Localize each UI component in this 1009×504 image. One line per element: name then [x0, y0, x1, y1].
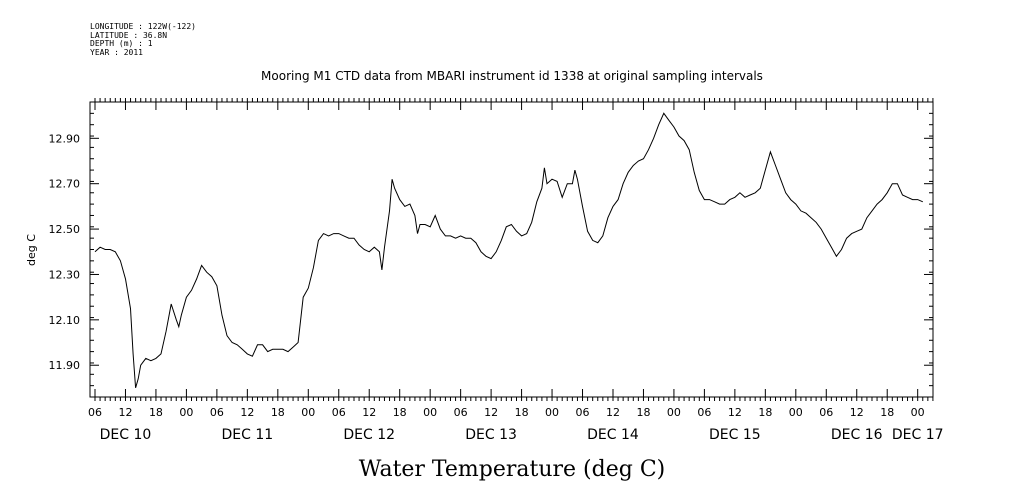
y-tick-label: 12.90: [49, 132, 81, 145]
x-tick-label: 12: [606, 406, 620, 419]
x-axis-day-labels: DEC 10 DEC 11 DEC 12 DEC 13 DEC 14 DEC 15 DEC …: [100, 427, 944, 443]
x-tick-label: 18: [515, 406, 529, 419]
x-axis-title: Water Temperature (deg C): [359, 457, 666, 482]
x-tick-label: 18: [149, 406, 163, 419]
x-tick-label: 06: [819, 406, 833, 419]
metadata-block: LONGITUDE : 122W(-122) LATITUDE : 36.8N …: [90, 22, 196, 57]
x-tick-label: 12: [484, 406, 498, 419]
y-tick-label: 12.70: [49, 178, 81, 191]
x-tick-label: 06: [88, 406, 102, 419]
x-day-label: DEC 11: [222, 427, 274, 443]
x-tick-label: 18: [758, 406, 772, 419]
y-axis-label: deg C: [25, 234, 38, 266]
y-axis-ticks: 11.90 12.10 12.30 12.50 12.70 12.90: [49, 101, 933, 398]
x-day-label: DEC 13: [465, 427, 517, 443]
x-day-label: DEC 17: [892, 427, 944, 443]
x-tick-label: 00: [789, 406, 803, 419]
x-day-label: DEC 10: [100, 427, 152, 443]
x-tick-label: 18: [393, 406, 407, 419]
x-day-label: DEC 12: [343, 427, 395, 443]
x-tick-label: 06: [697, 406, 711, 419]
x-tick-label: 00: [911, 406, 925, 419]
y-tick-label: 12.50: [49, 223, 81, 236]
x-tick-label: 12: [362, 406, 376, 419]
x-tick-label: 12: [728, 406, 742, 419]
x-tick-label: 00: [179, 406, 193, 419]
chart-title: Mooring M1 CTD data from MBARI instrumen…: [261, 69, 763, 83]
x-tick-label: 00: [667, 406, 681, 419]
x-tick-label: 06: [332, 406, 346, 419]
x-tick-label: 18: [636, 406, 650, 419]
x-tick-label: 06: [576, 406, 590, 419]
metadata-year: YEAR : 2011: [90, 47, 143, 57]
metadata-depth: DEPTH (m) : 1: [90, 39, 153, 49]
x-tick-label: 12: [118, 406, 132, 419]
x-tick-label: 06: [454, 406, 468, 419]
y-tick-label: 11.90: [49, 359, 81, 372]
plot-frame: [89, 101, 934, 398]
x-minor-ticks: [94, 98, 934, 401]
x-tick-label: 06: [210, 406, 224, 419]
x-day-label: DEC 14: [587, 427, 639, 443]
y-tick-label: 12.10: [49, 314, 81, 327]
x-tick-label: 18: [271, 406, 285, 419]
metadata-longitude: LONGITUDE : 122W(-122): [90, 22, 196, 31]
x-tick-label: 00: [423, 406, 437, 419]
x-tick-label: 12: [240, 406, 254, 419]
x-tick-label: 00: [545, 406, 559, 419]
y-tick-label: 12.30: [49, 268, 81, 281]
x-axis-ticks: 06 12 18 00 06 12 18 00 06 12 18 00 06 12 18 00 06 12 18 00…: [88, 102, 925, 419]
x-day-label: DEC 16: [831, 427, 883, 443]
x-day-label: DEC 15: [709, 427, 761, 443]
temperature-series-line: [94, 112, 923, 389]
x-tick-label: 00: [301, 406, 315, 419]
x-tick-label: 12: [850, 406, 864, 419]
metadata-latitude: LATITUDE : 36.8N: [90, 30, 168, 40]
x-tick-label: 18: [880, 406, 894, 419]
